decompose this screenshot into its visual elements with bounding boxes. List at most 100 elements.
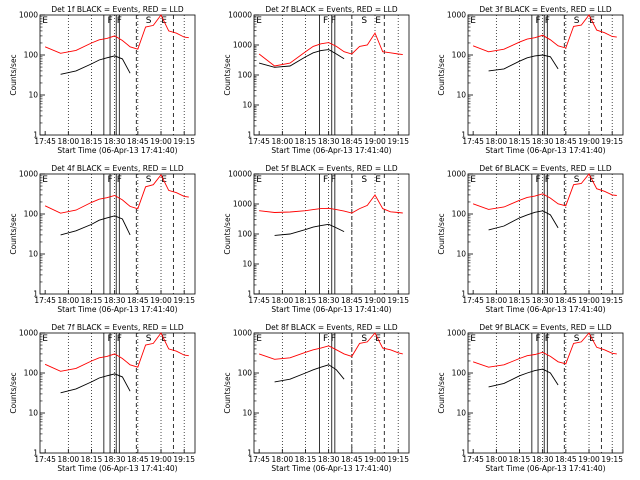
annotation-e: E	[256, 334, 262, 344]
x-tick-label: 17:45	[248, 296, 270, 305]
x-tick-label: 18:30	[532, 137, 554, 146]
annotation-f: F	[117, 175, 122, 185]
y-tick-label: 10	[28, 91, 38, 100]
x-axis-label: Start Time (06-Apr-13 17:41:40)	[57, 146, 177, 155]
x-tick-label: 18:45	[127, 455, 149, 464]
y-tick-label: 10	[242, 260, 252, 269]
x-tick-label: 19:15	[601, 296, 623, 305]
x-tick-label: 18:15	[509, 296, 531, 305]
x-tick-label: 18:00	[486, 296, 508, 305]
x-tick-label: 19:00	[150, 455, 172, 464]
series-events-line	[258, 49, 345, 68]
y-axis-label: Counts/sec	[223, 54, 232, 95]
x-tick-label: 19:00	[578, 296, 600, 305]
x-tick-label: 17:45	[462, 455, 484, 464]
panel-title: Det 4f BLACK = Events, RED = LLD	[51, 164, 184, 173]
y-tick-label: 1000	[233, 41, 252, 50]
annotation-e: E	[256, 175, 262, 185]
x-tick-label: 18:00	[272, 296, 294, 305]
x-tick-label: 18:00	[58, 137, 80, 146]
x-tick-label: 18:15	[295, 296, 317, 305]
y-tick-label: 10	[28, 409, 38, 418]
y-tick-label: 10	[242, 409, 252, 418]
annotation-f: F	[323, 175, 328, 185]
y-tick-label: 100	[452, 210, 467, 219]
x-tick-label: 19:15	[387, 455, 409, 464]
series-lld-line	[472, 14, 617, 53]
panel-title: Det 8f BLACK = Events, RED = LLD	[265, 323, 398, 332]
x-axis-label: Start Time (06-Apr-13 17:41:40)	[271, 464, 391, 473]
y-tick-label: 100	[24, 51, 39, 60]
y-axis-label: Counts/sec	[223, 372, 232, 413]
y-tick-label: 100	[24, 210, 39, 219]
x-axis-label: Start Time (06-Apr-13 17:41:40)	[485, 305, 605, 314]
annotation-e: E	[42, 175, 48, 185]
annotation-e: E	[470, 175, 476, 185]
x-tick-label: 18:00	[272, 455, 294, 464]
y-tick-label: 1000	[233, 200, 252, 209]
series-events-line	[60, 373, 131, 394]
y-axis-label: Counts/sec	[9, 372, 18, 413]
series-events-line	[60, 55, 131, 75]
annotation-f: F	[323, 334, 328, 344]
annotation-f: F	[545, 334, 550, 344]
annotation-e: E	[375, 16, 381, 26]
x-tick-label: 18:00	[486, 455, 508, 464]
x-tick-label: 18:00	[58, 455, 80, 464]
x-tick-label: 19:00	[364, 137, 386, 146]
series-events-line	[60, 215, 131, 236]
y-tick-label: 10	[242, 101, 252, 110]
annotation-s: S	[361, 175, 367, 185]
x-tick-label: 19:15	[601, 137, 623, 146]
x-tick-label: 19:15	[173, 296, 195, 305]
y-tick-label: 1	[247, 290, 252, 299]
x-tick-label: 18:30	[532, 455, 554, 464]
y-tick-label: 1	[461, 131, 466, 140]
annotation-e: E	[42, 334, 48, 344]
x-tick-label: 18:15	[81, 296, 103, 305]
panel-title: Det 3f BLACK = Events, RED = LLD	[479, 5, 612, 14]
y-tick-label: 100	[238, 369, 253, 378]
x-tick-label: 19:00	[578, 137, 600, 146]
x-tick-label: 18:45	[341, 296, 363, 305]
x-tick-label: 18:00	[58, 296, 80, 305]
annotation-e: E	[470, 16, 476, 26]
plot-frame	[39, 173, 196, 295]
y-tick-label: 1000	[447, 11, 466, 20]
y-axis-label: Counts/sec	[437, 54, 446, 95]
x-tick-label: 19:00	[364, 296, 386, 305]
series-events-line	[488, 54, 559, 72]
series-lld-line	[472, 173, 617, 210]
annotation-f: F	[323, 16, 328, 26]
y-tick-label: 10000	[228, 170, 252, 179]
y-tick-label: 1000	[19, 329, 38, 338]
annotation-s: S	[361, 334, 367, 344]
x-axis-label: Start Time (06-Apr-13 17:41:40)	[57, 305, 177, 314]
plot-frame	[467, 14, 624, 136]
x-axis-label: Start Time (06-Apr-13 17:41:40)	[271, 305, 391, 314]
plot-frame	[39, 14, 196, 136]
annotation-s: S	[574, 334, 580, 344]
series-events-line	[488, 368, 559, 388]
x-tick-label: 18:45	[341, 455, 363, 464]
x-tick-label: 17:45	[34, 455, 56, 464]
x-tick-label: 18:45	[555, 296, 577, 305]
x-tick-label: 18:30	[318, 296, 340, 305]
x-tick-label: 18:45	[341, 137, 363, 146]
series-events-line	[274, 223, 345, 236]
annotation-e: E	[375, 175, 381, 185]
series-lld-line	[44, 332, 189, 372]
y-tick-label: 10	[28, 250, 38, 259]
x-tick-label: 18:30	[104, 137, 126, 146]
x-tick-label: 17:45	[462, 296, 484, 305]
x-tick-label: 19:00	[150, 296, 172, 305]
x-axis-label: Start Time (06-Apr-13 17:41:40)	[271, 146, 391, 155]
x-tick-label: 18:45	[555, 137, 577, 146]
annotation-s: S	[146, 334, 152, 344]
x-tick-label: 18:30	[532, 296, 554, 305]
annotation-f: F	[117, 16, 122, 26]
